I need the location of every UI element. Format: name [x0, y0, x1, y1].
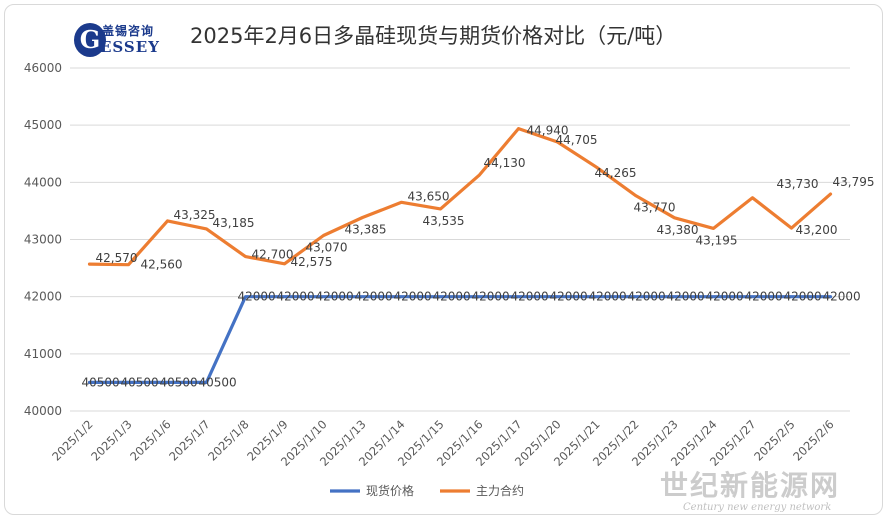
series-line-futures — [87, 127, 833, 267]
data-label: 44,265 — [595, 166, 637, 180]
data-label: 42000 — [238, 290, 276, 304]
y-tick-label: 41000 — [24, 347, 62, 361]
data-label: 42000 — [277, 290, 315, 304]
data-label: 42000 — [706, 290, 744, 304]
data-label: 42000 — [355, 290, 393, 304]
y-tick-label: 43000 — [24, 233, 62, 247]
data-label: 44,705 — [556, 133, 598, 147]
logo-g-mark: G — [74, 23, 106, 57]
data-label: 40500 — [199, 375, 237, 389]
data-label: 42000 — [628, 290, 666, 304]
data-label: 42000 — [745, 290, 783, 304]
data-label: 42000 — [823, 290, 861, 304]
data-label: 42000 — [511, 290, 549, 304]
legend-label: 主力合约 — [476, 483, 524, 498]
y-tick-label: 44000 — [24, 175, 62, 189]
x-tick-label: 2025/2/6 — [790, 417, 836, 463]
data-label: 43,200 — [796, 223, 838, 237]
y-tick-label: 46000 — [24, 61, 62, 75]
y-tick-label: 45000 — [24, 118, 62, 132]
data-label: 42000 — [667, 290, 705, 304]
legend-label: 现货价格 — [366, 483, 414, 498]
data-label: 43,730 — [777, 177, 819, 191]
data-label: 44,940 — [527, 124, 569, 138]
data-label: 42000 — [550, 290, 588, 304]
logo-en: ESSEY — [100, 38, 160, 56]
watermark-en: Century new energy network — [683, 502, 832, 513]
x-tick-label: 2025/1/3 — [88, 417, 134, 463]
data-label: 42000 — [589, 290, 627, 304]
data-label: 42000 — [433, 290, 471, 304]
data-label: 42000 — [784, 290, 822, 304]
data-label: 44,130 — [484, 156, 526, 170]
data-label: 43,535 — [423, 214, 465, 228]
data-label: 42,575 — [291, 255, 333, 269]
series-line-spot — [87, 295, 833, 384]
data-label: 40500 — [121, 375, 159, 389]
data-label: 40500 — [82, 375, 120, 389]
chart-frame — [4, 4, 883, 515]
gessey-logo: G 盖锡咨询 ESSEY — [74, 22, 160, 60]
data-label: 42000 — [316, 290, 354, 304]
data-label: 42000 — [472, 290, 510, 304]
data-label: 43,325 — [174, 208, 216, 222]
watermark-cn: 世纪新能源网 — [660, 469, 841, 502]
data-label: 40500 — [160, 375, 198, 389]
data-label: 42,560 — [141, 258, 183, 272]
data-label: 43,385 — [345, 222, 387, 236]
logo-cn: 盖锡咨询 — [102, 24, 155, 38]
x-tick-label: 2025/1/7 — [166, 417, 212, 463]
y-tick-label: 42000 — [24, 290, 62, 304]
x-tick-label: 2025/1/6 — [127, 417, 173, 463]
data-label: 42,700 — [252, 248, 294, 262]
data-label: 43,195 — [696, 233, 738, 247]
data-label: 43,185 — [213, 216, 255, 230]
x-tick-label: 2025/1/8 — [205, 417, 251, 463]
data-label: 42000 — [394, 290, 432, 304]
y-tick-label: 40000 — [24, 404, 62, 418]
data-label: 42,570 — [96, 251, 138, 265]
data-label: 43,070 — [306, 240, 348, 254]
data-label: 43,380 — [657, 223, 699, 237]
x-tick-label: 2025/1/2 — [49, 417, 95, 463]
chart-title: 2025年2月6日多晶硅现货与期货价格对比（元/吨） — [190, 24, 677, 48]
data-label: 43,770 — [634, 200, 676, 214]
data-label: 43,795 — [833, 175, 875, 189]
data-label: 43,650 — [408, 189, 450, 203]
x-tick-label: 2025/2/5 — [751, 417, 797, 463]
